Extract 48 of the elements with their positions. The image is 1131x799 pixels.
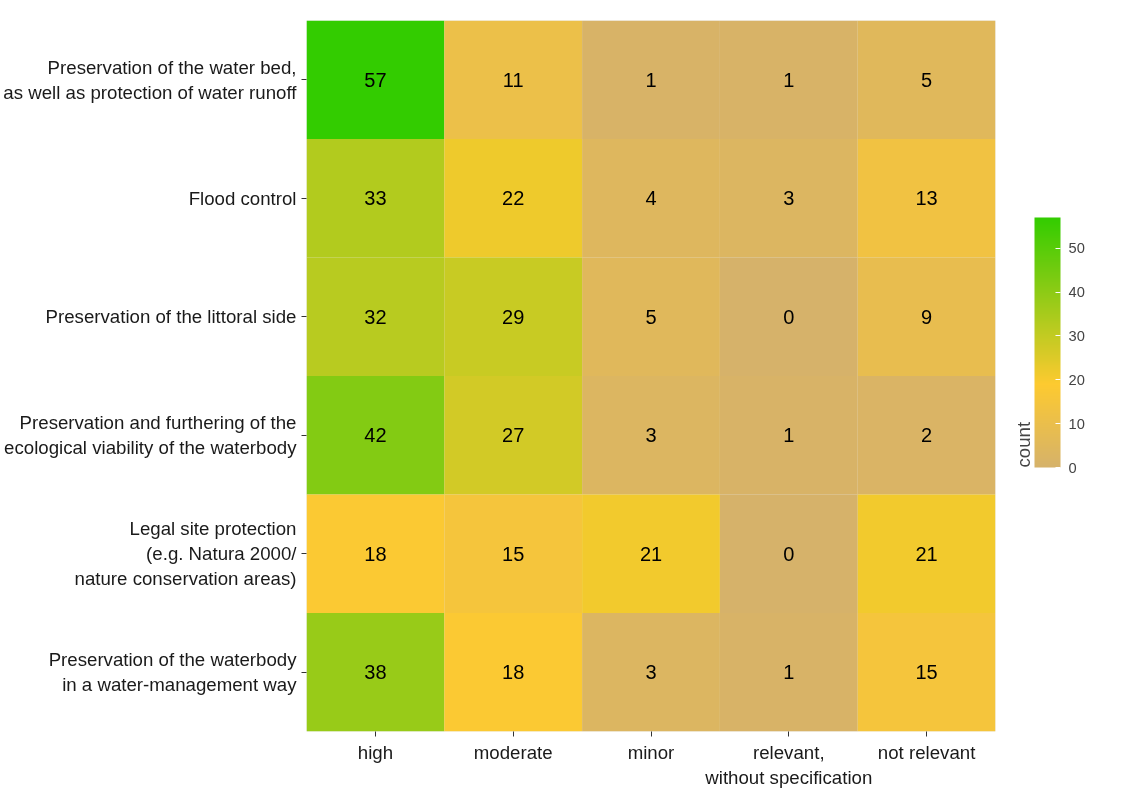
y-tick-label: Preservation of the littoral side	[45, 306, 297, 328]
data-label: 3	[645, 424, 657, 447]
x-tick-label: high	[357, 741, 394, 763]
data-label: 15	[915, 661, 938, 684]
data-label: 21	[915, 542, 938, 565]
y-tick-label: Legal site protection (e.g. Natura 2000/ nature conservation areas)	[74, 518, 298, 590]
color-bar-label: 20	[1068, 371, 1085, 388]
data-label: 13	[915, 187, 938, 210]
data-label: 57	[364, 68, 387, 91]
data-label: 5	[921, 68, 933, 91]
data-label: 32	[364, 305, 387, 328]
data-label: 11	[502, 68, 524, 91]
data-label: 27	[502, 424, 525, 447]
data-label: 1	[783, 661, 795, 684]
data-label: 1	[645, 68, 657, 91]
data-label: 22	[502, 187, 525, 210]
color-bar-label: 30	[1068, 327, 1085, 344]
data-label: 0	[783, 305, 795, 328]
data-label: 42	[364, 424, 387, 447]
y-tick-label: Preservation and furthering of the ecological viability of the waterbody	[4, 412, 298, 459]
data-label: 2	[921, 424, 933, 447]
data-label: 38	[364, 661, 387, 684]
data-label: 15	[502, 542, 525, 565]
data-label: 3	[645, 661, 657, 684]
data-label: 21	[639, 542, 663, 565]
color-bar-label: 0	[1068, 459, 1077, 476]
y-tick-label: Preservation of the waterbody in a water-management way	[48, 649, 298, 696]
y-tick-label: Preservation of the water bed, as well as protection of water runoff	[3, 56, 298, 103]
data-label: 0	[783, 542, 795, 565]
data-label: 1	[783, 68, 795, 91]
data-label: 5	[645, 305, 657, 328]
data-label: 3	[783, 187, 795, 210]
x-tick-label: relevant, without specification	[704, 741, 873, 788]
data-label: 1	[783, 424, 795, 447]
data-label: 18	[502, 661, 525, 684]
color-bar-label: 50	[1068, 240, 1085, 257]
y-tick-label: Flood control	[188, 187, 297, 209]
color-bar-label: 40	[1068, 284, 1085, 301]
x-tick-label: not relevant	[877, 741, 977, 763]
data-label: 18	[364, 542, 387, 565]
data-label: 9	[921, 305, 933, 328]
color-bar-label: 10	[1068, 415, 1085, 432]
data-label: 29	[502, 305, 525, 328]
x-tick-label: minor	[627, 741, 675, 763]
data-label: 4	[645, 187, 657, 210]
color-bar-title: count	[1012, 421, 1034, 468]
x-tick-label: moderate	[473, 741, 553, 763]
data-label: 33	[364, 187, 387, 210]
